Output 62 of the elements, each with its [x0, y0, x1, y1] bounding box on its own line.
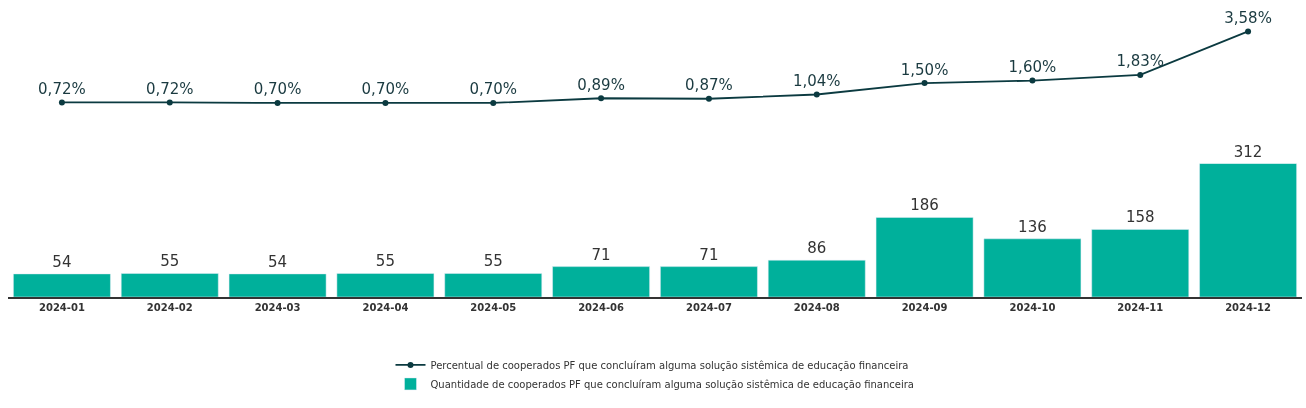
data-label: 3,58%	[1224, 8, 1272, 27]
point	[1029, 77, 1036, 84]
data-label: 0,87%	[685, 76, 733, 95]
legend-label: Quantidade de cooperados PF que concluíram alguma solução sistêmica de educação financeira	[430, 378, 914, 390]
x-tick-label: 2024-12	[1225, 301, 1272, 313]
x-tick-label: 2024-03	[254, 301, 301, 313]
x-tick-label: 2024-11	[1117, 301, 1164, 313]
bar	[767, 259, 866, 297]
data-label: 312	[1233, 142, 1263, 161]
data-label: 55	[483, 252, 503, 271]
data-label: 0,72%	[38, 79, 86, 98]
x-tick-label: 2024-05	[470, 301, 517, 313]
bar	[120, 273, 219, 297]
x-tick-label: 2024-02	[146, 301, 193, 313]
data-label: 54	[52, 252, 72, 271]
data-label: 54	[268, 252, 288, 271]
x-tick-label: 2024-01	[38, 301, 85, 313]
data-label: 158	[1125, 208, 1155, 227]
data-label: 1,60%	[1008, 58, 1057, 77]
point	[274, 99, 281, 106]
data-label: 86	[807, 239, 827, 258]
point	[58, 99, 65, 106]
data-label: 55	[375, 252, 395, 271]
data-label: 136	[1018, 217, 1047, 236]
data-label: 1,83%	[1116, 52, 1165, 71]
bar	[228, 273, 327, 297]
x-tick-label: 2024-10	[1009, 301, 1056, 313]
data-label: 0,70%	[469, 80, 518, 99]
data-label: 1,04%	[792, 72, 841, 91]
data-label: 0,72%	[145, 79, 194, 98]
bar	[875, 217, 974, 297]
point	[921, 80, 928, 87]
data-label: 0,70%	[361, 80, 410, 99]
point	[166, 99, 173, 106]
point	[705, 95, 712, 102]
bar	[13, 273, 111, 297]
bar	[552, 266, 650, 297]
data-label: 55	[160, 252, 180, 271]
point	[598, 95, 605, 102]
bar	[1091, 229, 1190, 297]
bar	[1199, 163, 1297, 297]
x-tick-label: 2024-07	[685, 301, 732, 313]
data-label: 71	[591, 245, 611, 264]
data-label: 0,89%	[577, 75, 625, 94]
data-label: 71	[699, 245, 719, 264]
point	[1245, 28, 1252, 35]
data-label: 0,70%	[253, 80, 302, 99]
data-label: 186	[910, 196, 939, 215]
x-tick-label: 2024-08	[793, 301, 840, 313]
x-tick-label: 2024-09	[901, 301, 948, 313]
bar	[444, 273, 543, 297]
bar	[660, 266, 758, 297]
point	[382, 99, 389, 106]
data-label: 1,50%	[900, 60, 949, 79]
point	[1137, 71, 1144, 78]
point	[490, 99, 497, 106]
legend-label: Percentual de cooperados PF que concluíram alguma solução sistêmica de educação financeira	[430, 359, 909, 371]
point	[813, 91, 820, 98]
x-tick-label: 2024-06	[578, 301, 625, 313]
bar	[983, 238, 1082, 297]
bar	[336, 273, 435, 297]
x-tick-label: 2024-04	[362, 301, 409, 313]
